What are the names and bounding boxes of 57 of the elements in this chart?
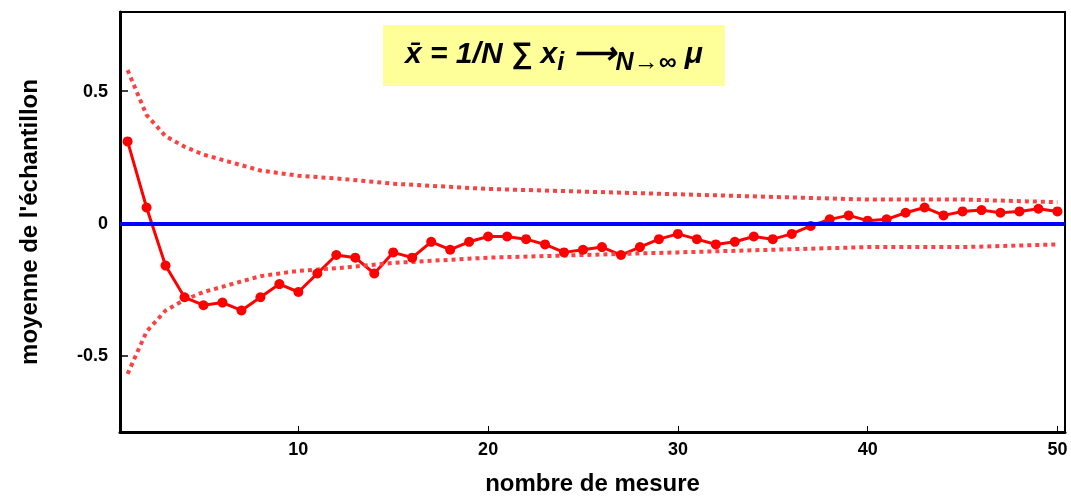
point bbox=[293, 287, 304, 297]
point bbox=[615, 250, 626, 261]
point bbox=[502, 231, 513, 242]
y-tick-label: 0.5 bbox=[82, 81, 108, 102]
point bbox=[995, 207, 1006, 218]
point bbox=[217, 297, 228, 308]
point bbox=[407, 252, 418, 263]
point bbox=[198, 300, 209, 311]
point bbox=[900, 207, 911, 218]
y-tick-label: -0.5 bbox=[76, 345, 108, 366]
point bbox=[521, 234, 532, 245]
point bbox=[672, 228, 683, 239]
x-tick-label: 40 bbox=[857, 439, 878, 459]
point bbox=[369, 268, 380, 279]
point bbox=[540, 239, 551, 250]
point bbox=[179, 292, 190, 303]
point bbox=[141, 202, 152, 213]
point bbox=[464, 236, 475, 247]
point bbox=[653, 234, 664, 245]
point bbox=[748, 231, 759, 242]
x-tick-label: 30 bbox=[667, 439, 688, 459]
point bbox=[312, 268, 323, 279]
point bbox=[483, 231, 494, 242]
point bbox=[559, 247, 570, 258]
x-axis-title: nombre de mesure bbox=[485, 468, 700, 496]
point bbox=[710, 239, 721, 250]
annotation: x̄ = 1/N ∑ x$_{i}$ ⟶$_{N→∞}$ μ bbox=[405, 36, 703, 75]
point bbox=[938, 210, 949, 221]
y-axis-title: moyenne de l'échantillon bbox=[14, 79, 42, 365]
point bbox=[976, 205, 987, 216]
y-tick-label: 0 bbox=[97, 213, 108, 234]
point bbox=[786, 228, 797, 239]
point bbox=[1014, 206, 1025, 217]
point bbox=[919, 202, 930, 213]
point bbox=[255, 292, 266, 303]
point bbox=[350, 252, 361, 263]
point bbox=[1052, 206, 1063, 217]
point bbox=[388, 247, 399, 258]
x-tick-label: 10 bbox=[288, 439, 309, 459]
point bbox=[426, 236, 437, 247]
point bbox=[597, 242, 607, 253]
point bbox=[634, 242, 645, 253]
x-tick-label: 20 bbox=[478, 439, 499, 459]
point bbox=[236, 305, 247, 316]
point bbox=[729, 236, 740, 247]
point bbox=[445, 244, 456, 255]
point bbox=[767, 234, 778, 245]
point bbox=[1033, 203, 1044, 214]
point bbox=[957, 206, 968, 217]
point bbox=[160, 260, 171, 271]
point bbox=[331, 250, 342, 261]
x-tick-label: 50 bbox=[1047, 439, 1068, 459]
point bbox=[578, 244, 589, 255]
point bbox=[843, 210, 854, 221]
point bbox=[122, 136, 133, 147]
point bbox=[274, 279, 285, 290]
point bbox=[691, 234, 702, 245]
